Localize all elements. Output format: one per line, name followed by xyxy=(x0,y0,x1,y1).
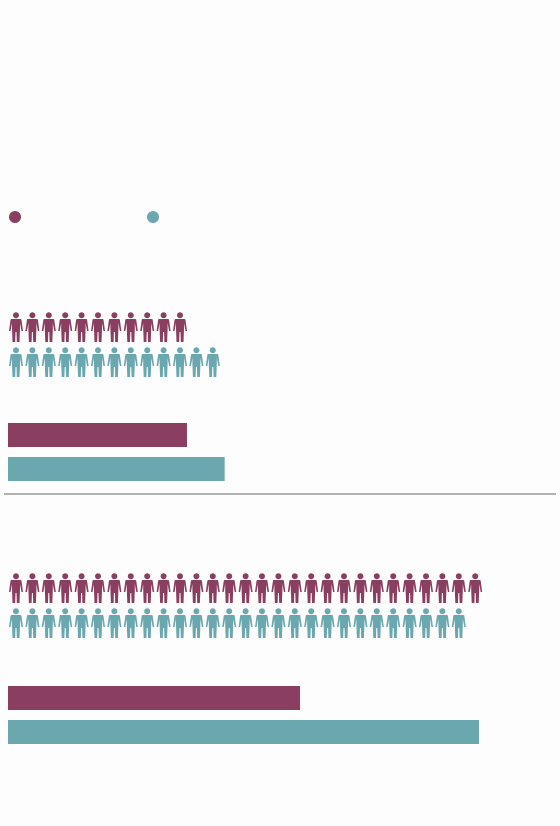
bar-s2-series2 xyxy=(8,720,479,744)
person-icon-s1-series2-9 xyxy=(140,347,155,377)
person-icon-s2-series2-14 xyxy=(222,608,237,638)
person-icon-s2-series1-9 xyxy=(140,573,155,603)
person-icon-s1-series1-5 xyxy=(74,312,89,342)
person-icon-s2-series1-16 xyxy=(255,573,269,603)
person-icon-s2-series1-28 xyxy=(451,573,466,603)
person-icon-s2-series1-23 xyxy=(369,573,384,603)
person-icon-s2-series1-4 xyxy=(58,573,73,603)
bar-s2-series1 xyxy=(8,686,301,710)
person-icon-s1-series2-2 xyxy=(25,347,40,377)
bar-s1-series2 xyxy=(8,457,225,481)
person-icon-s2-series2-18 xyxy=(287,608,302,638)
person-icon-s2-series1-17 xyxy=(271,573,286,603)
person-icon-s1-series1-4 xyxy=(58,312,73,342)
person-icon-s2-series1-20 xyxy=(320,573,335,603)
legend-dot-series2 xyxy=(147,211,159,223)
person-icon-s1-series2-7 xyxy=(107,347,122,377)
person-icon-s1-series1-2 xyxy=(25,312,40,342)
person-icon-s2-series2-4 xyxy=(58,608,73,638)
person-icon-s2-series1-12 xyxy=(189,573,204,603)
person-icon-s2-series1-2 xyxy=(25,573,40,603)
person-icon-s2-series1-25 xyxy=(402,573,417,603)
person-icon-s2-series2-24 xyxy=(386,608,401,638)
person-icon-s2-series2-23 xyxy=(369,608,384,638)
person-icon-s2-series1-5 xyxy=(74,573,89,603)
person-icon-s2-series1-11 xyxy=(173,573,187,603)
person-icon-s2-series1-29 xyxy=(468,573,483,603)
person-icon-s2-series2-10 xyxy=(156,608,171,638)
person-icon-s2-series1-6 xyxy=(91,573,105,603)
person-icon-s2-series1-8 xyxy=(123,573,138,603)
person-icon-s1-series1-6 xyxy=(91,312,105,342)
person-icon-s2-series2-19 xyxy=(304,608,319,638)
person-icon-s1-series2-1 xyxy=(9,347,23,377)
person-icon-s2-series2-6 xyxy=(91,608,105,638)
person-icon-s1-series2-11 xyxy=(173,347,187,377)
person-icon-s1-series2-6 xyxy=(91,347,105,377)
person-icon-s2-series1-26 xyxy=(419,573,433,603)
person-icon-s2-series2-8 xyxy=(123,608,138,638)
person-icon-s2-series2-26 xyxy=(419,608,433,638)
person-icon-s2-series2-22 xyxy=(353,608,368,638)
person-icon-s1-series1-9 xyxy=(140,312,155,342)
person-icon-s2-series1-22 xyxy=(353,573,368,603)
person-icon-s2-series2-11 xyxy=(173,608,187,638)
person-icon-s2-series1-19 xyxy=(304,573,319,603)
person-icon-s1-series2-13 xyxy=(205,347,220,377)
person-icon-s2-series2-7 xyxy=(107,608,122,638)
person-icon-s1-series2-12 xyxy=(189,347,204,377)
person-icon-s2-series2-27 xyxy=(435,608,450,638)
person-icon-s2-series2-25 xyxy=(402,608,417,638)
person-icon-s2-series2-28 xyxy=(451,608,466,638)
person-icon-s2-series2-13 xyxy=(205,608,220,638)
person-icon-s2-series2-15 xyxy=(238,608,253,638)
person-icon-s2-series1-27 xyxy=(435,573,450,603)
person-icon-s2-series2-16 xyxy=(255,608,269,638)
person-icon-s1-series2-4 xyxy=(58,347,73,377)
person-icon-s2-series1-3 xyxy=(41,573,56,603)
person-icon-s2-series2-3 xyxy=(41,608,56,638)
person-icon-s1-series2-10 xyxy=(156,347,171,377)
person-icon-s2-series2-12 xyxy=(189,608,204,638)
person-icon-s2-series1-13 xyxy=(205,573,220,603)
person-icon-s2-series2-5 xyxy=(74,608,89,638)
person-icon-s2-series1-15 xyxy=(238,573,253,603)
person-icon-s1-series2-5 xyxy=(74,347,89,377)
person-icon-s1-series2-8 xyxy=(123,347,138,377)
person-icon-s1-series1-7 xyxy=(107,312,122,342)
person-icon-s1-series1-1 xyxy=(9,312,23,342)
person-icon-s1-series1-8 xyxy=(123,312,138,342)
person-icon-s1-series1-3 xyxy=(41,312,56,342)
person-icon-s1-series1-11 xyxy=(173,312,187,342)
bar-s1-series1 xyxy=(8,423,187,447)
person-icon-s2-series1-21 xyxy=(337,573,351,603)
person-icon-s2-series1-14 xyxy=(222,573,237,603)
legend-dot-series1 xyxy=(9,211,21,223)
person-icon-s2-series1-7 xyxy=(107,573,122,603)
person-icon-s2-series2-1 xyxy=(9,608,23,638)
person-icon-s2-series1-1 xyxy=(9,573,23,603)
person-icon-s2-series2-17 xyxy=(271,608,286,638)
person-icon-s2-series2-21 xyxy=(337,608,351,638)
person-icon-s2-series2-20 xyxy=(320,608,335,638)
person-icon-s1-series2-3 xyxy=(41,347,56,377)
person-icon-s2-series1-18 xyxy=(287,573,302,603)
person-icon-s2-series2-2 xyxy=(25,608,40,638)
person-icon-s2-series1-10 xyxy=(156,573,171,603)
person-icon-s2-series1-24 xyxy=(386,573,401,603)
person-icon-s2-series2-9 xyxy=(140,608,155,638)
person-icon-s1-series1-10 xyxy=(156,312,171,342)
